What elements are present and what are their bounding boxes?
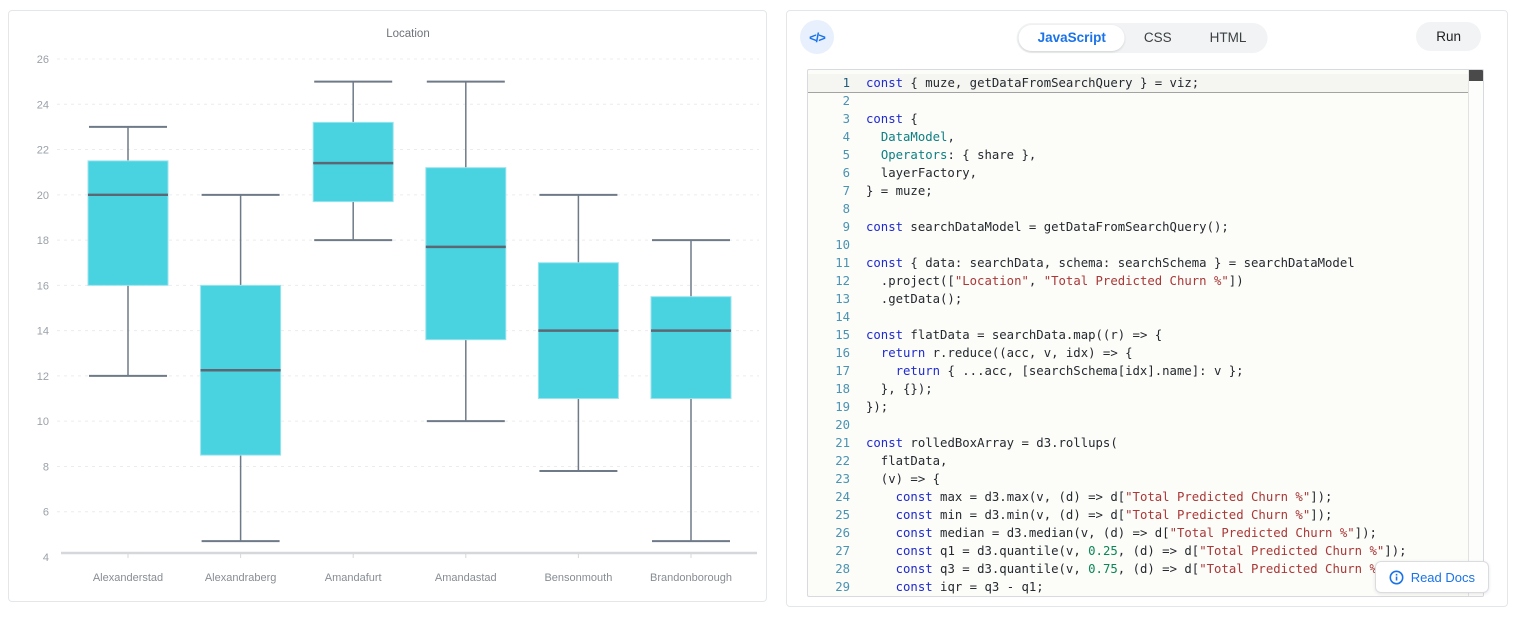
y-tick-label: 24 xyxy=(37,99,49,111)
run-button[interactable]: Run xyxy=(1416,22,1481,51)
line-number: 5 xyxy=(842,148,850,162)
line-number: 29 xyxy=(835,580,850,594)
y-tick-label: 6 xyxy=(43,507,49,519)
code-line[interactable]: 2 xyxy=(808,92,1469,110)
x-category-label: Amandastad xyxy=(435,572,497,584)
chart-title: Location xyxy=(386,28,429,40)
code-line[interactable]: 11 const { data: searchData, schema: sear… xyxy=(808,254,1469,272)
code-line[interactable]: 5 Operators: { share }, xyxy=(808,146,1469,164)
read-docs-label: Read Docs xyxy=(1410,569,1475,585)
code-line[interactable]: 4 DataModel, xyxy=(808,128,1469,146)
x-category-label: Brandonborough xyxy=(650,572,732,584)
code-line[interactable]: 23 (v) => { xyxy=(808,470,1469,488)
line-number: 22 xyxy=(835,454,850,468)
code-line[interactable]: 16 return r.reduce((acc, v, idx) => { xyxy=(808,344,1469,362)
line-number: 23 xyxy=(835,472,850,486)
code-line[interactable]: 28 const q3 = d3.quantile(v, 0.75, (d) =… xyxy=(808,560,1469,578)
code-line[interactable]: 8 xyxy=(808,200,1469,218)
box xyxy=(87,160,169,286)
language-tabs: JavaScript CSS HTML xyxy=(1016,23,1268,53)
tab-css[interactable]: CSS xyxy=(1125,25,1191,51)
line-number: 24 xyxy=(835,490,850,504)
code-line[interactable]: 20 xyxy=(808,416,1469,434)
line-number: 3 xyxy=(842,112,850,126)
code-line[interactable]: 27 const q1 = d3.quantile(v, 0.25, (d) =… xyxy=(808,542,1469,560)
line-number: 9 xyxy=(842,220,850,234)
line-number: 12 xyxy=(835,274,850,288)
code-line[interactable]: 1 const { muze, getDataFromSearchQuery } … xyxy=(808,74,1469,93)
code-editor[interactable]: 1 const { muze, getDataFromSearchQuery } … xyxy=(807,69,1484,597)
line-number: 14 xyxy=(835,310,850,324)
y-tick-label: 26 xyxy=(37,54,49,66)
box xyxy=(650,296,732,400)
code-line[interactable]: 13 .getData(); xyxy=(808,290,1469,308)
y-tick-label: 10 xyxy=(37,416,49,428)
y-tick-label: 22 xyxy=(37,145,49,157)
chart-panel: 4 6 8 10 12 14 16 18 20 22 24 26 Location Alexanderst… xyxy=(8,10,767,602)
line-number: 8 xyxy=(842,202,850,216)
line-number: 17 xyxy=(835,364,850,378)
code-line[interactable]: 9 const searchDataModel = getDataFromSear… xyxy=(808,218,1469,236)
code-line[interactable]: 3 const { xyxy=(808,110,1469,128)
code-line[interactable]: 19}); xyxy=(808,398,1469,416)
line-number: 27 xyxy=(835,544,850,558)
line-number: 25 xyxy=(835,508,850,522)
boxplot-chart: 4 6 8 10 12 14 16 18 20 22 24 26 Location Alexanderst… xyxy=(37,28,759,584)
y-tick-label: 16 xyxy=(37,280,49,292)
line-number: 19 xyxy=(835,400,850,414)
line-number: 6 xyxy=(842,166,850,180)
box xyxy=(425,167,507,341)
line-number: 4 xyxy=(842,130,850,144)
code-line[interactable]: 26 const median = d3.median(v, (d) => d[… xyxy=(808,524,1469,542)
code-line[interactable]: 6 layerFactory, xyxy=(808,164,1469,182)
code-line[interactable]: 29 const iqr = q3 - q1; xyxy=(808,578,1469,596)
line-number: 2 xyxy=(842,94,850,108)
code-icon: </> xyxy=(800,20,834,54)
code-line[interactable]: 22 flatData, xyxy=(808,452,1469,470)
line-number: 16 xyxy=(835,346,850,360)
code-line[interactable]: 14 xyxy=(808,308,1469,326)
line-number: 15 xyxy=(835,328,850,342)
line-number: 20 xyxy=(835,418,850,432)
code-lines[interactable]: 1 const { muze, getDataFromSearchQuery } … xyxy=(808,70,1469,596)
y-tick-label: 4 xyxy=(43,552,49,564)
editor-scrollbar[interactable] xyxy=(1468,70,1483,596)
x-category-label: Bensonmouth xyxy=(544,572,612,584)
line-number: 10 xyxy=(835,238,850,252)
code-line[interactable]: 15 const flatData = searchData.map((r) =>… xyxy=(808,326,1469,344)
read-docs-button[interactable]: Read Docs xyxy=(1374,561,1489,593)
code-line[interactable]: 24 const max = d3.max(v, (d) => d["Total… xyxy=(808,488,1469,506)
code-line[interactable]: 7} = muze; xyxy=(808,182,1469,200)
tab-javascript[interactable]: JavaScript xyxy=(1018,25,1125,51)
code-line[interactable]: 21 const rolledBoxArray = d3.rollups( xyxy=(808,434,1469,452)
line-number: 7 xyxy=(842,184,850,198)
code-line[interactable]: 10 xyxy=(808,236,1469,254)
x-category-label: Amandafurt xyxy=(325,572,382,584)
y-tick-label: 20 xyxy=(37,190,49,202)
line-number: 18 xyxy=(835,382,850,396)
code-line[interactable]: 25 const min = d3.min(v, (d) => d["Total… xyxy=(808,506,1469,524)
scrollbar-thumb[interactable] xyxy=(1469,70,1483,81)
x-category-label: Alexandraberg xyxy=(205,572,277,584)
x-category-label: Alexanderstad xyxy=(93,572,163,584)
line-number: 21 xyxy=(835,436,850,450)
y-tick-label: 8 xyxy=(43,461,49,473)
editor-header: </> JavaScript CSS HTML Run xyxy=(787,11,1507,69)
line-number: 26 xyxy=(835,526,850,540)
info-icon xyxy=(1389,570,1404,584)
tab-html[interactable]: HTML xyxy=(1191,25,1266,51)
code-line[interactable]: 12 .project(["Location", "Total Predicte… xyxy=(808,272,1469,290)
code-editor-panel: </> JavaScript CSS HTML Run 1 const { muz… xyxy=(786,10,1508,607)
line-number: 13 xyxy=(835,292,850,306)
y-tick-label: 18 xyxy=(37,235,49,247)
code-line[interactable]: 18 }, {}); xyxy=(808,380,1469,398)
y-tick-label: 12 xyxy=(37,371,49,383)
line-number: 1 xyxy=(842,76,850,90)
y-tick-label: 14 xyxy=(37,326,49,338)
line-number: 11 xyxy=(835,256,850,270)
line-number: 28 xyxy=(835,562,850,576)
code-line[interactable]: 17 return { ...acc, [searchSchema[idx].n… xyxy=(808,362,1469,380)
